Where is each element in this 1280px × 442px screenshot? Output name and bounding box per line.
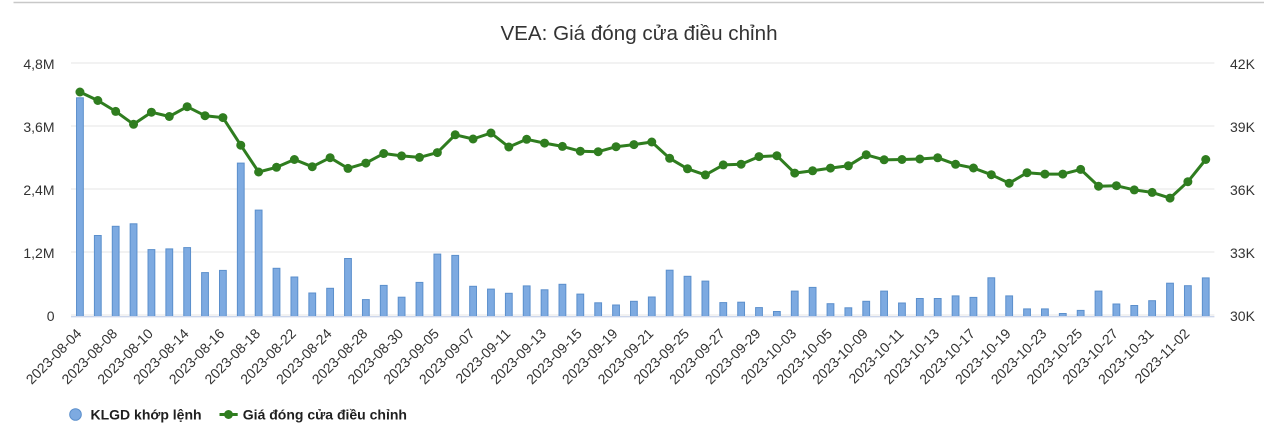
svg-text:KLGD khớp lệnh: KLGD khớp lệnh [91,407,202,423]
svg-text:1,2M: 1,2M [23,245,54,261]
svg-text:Giá đóng cửa điều chỉnh: Giá đóng cửa điều chỉnh [243,407,407,423]
svg-text:30K: 30K [1230,308,1256,324]
svg-text:36K: 36K [1230,182,1256,198]
svg-text:33K: 33K [1230,245,1256,261]
svg-text:3,6M: 3,6M [23,119,54,135]
svg-text:0: 0 [47,308,55,324]
svg-text:4,8M: 4,8M [23,56,54,72]
svg-text:2,4M: 2,4M [23,182,54,198]
svg-text:42K: 42K [1230,56,1256,72]
svg-text:VEA: Giá đóng cửa điều chỉnh: VEA: Giá đóng cửa điều chỉnh [500,22,777,45]
svg-text:39K: 39K [1230,119,1256,135]
